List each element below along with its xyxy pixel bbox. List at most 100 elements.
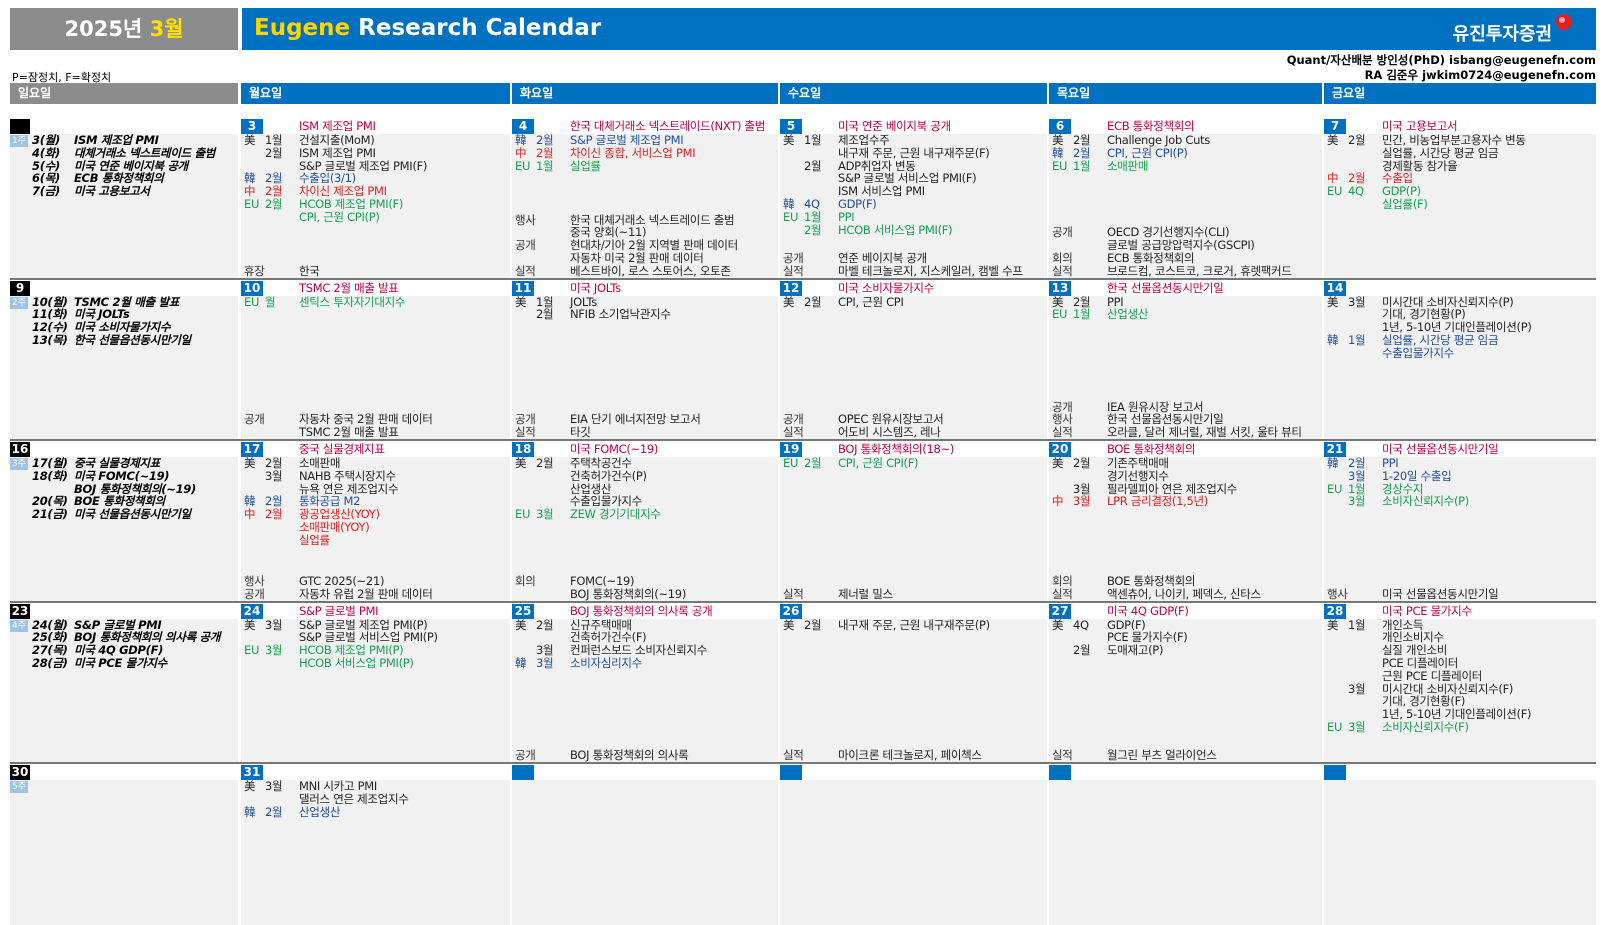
period: 3월	[1073, 481, 1091, 496]
indicator: 소매판매	[299, 456, 341, 470]
cell-bg	[241, 134, 510, 279]
period: 3월	[265, 643, 283, 658]
event: 연준 베이지북 공개	[838, 250, 927, 265]
period: 1월	[536, 158, 554, 173]
period: 2월	[1073, 133, 1091, 147]
sunday-event: 미국 JOLTs	[74, 307, 130, 322]
indicator: 1-20일 수출입	[1382, 468, 1452, 483]
cell-bg	[780, 780, 1047, 925]
event-kind: 실적	[783, 748, 804, 763]
day-number	[1324, 765, 1346, 780]
country: 中	[1327, 171, 1339, 186]
sunday-date: 27(목)	[32, 643, 68, 658]
event: BOJ 통화정책회의(~19)	[570, 586, 687, 601]
country: 美	[1327, 617, 1339, 632]
day-title: 미국 FOMC(~19)	[570, 442, 659, 456]
indicator: 주택착공건수	[570, 456, 632, 470]
indicator: PPI	[838, 209, 855, 224]
indicator: CPI, 근원 CPI(P)	[1107, 145, 1188, 160]
sunday-date: 3(월)	[32, 133, 60, 147]
day-number: 21	[1324, 442, 1346, 457]
indicator: 실업률, 시간당 평균 임금	[1382, 332, 1499, 347]
sunday-event: S&P 글로벌 PMI	[74, 617, 162, 632]
day-title: 중국 실물경제지표	[299, 442, 385, 456]
indicator: 실업률, 시간당 평균 임금	[1382, 145, 1499, 160]
cell-bg	[780, 295, 1047, 440]
indicator: 소매판매(YOY)	[299, 520, 370, 534]
day-number: 25	[512, 603, 534, 619]
weekday-header: 수요일	[780, 83, 1047, 104]
sunday-event: ISM 제조업 PMI	[74, 133, 159, 147]
period: 3월	[1348, 681, 1366, 696]
day-number	[10, 119, 30, 134]
indicator: 개인소득	[1382, 617, 1424, 632]
event: 한국	[299, 263, 320, 278]
period: 2월	[804, 222, 822, 237]
event-kind: 실적	[783, 263, 804, 278]
event-kind: 공개	[244, 412, 265, 427]
day-number: 27	[1049, 603, 1071, 619]
period: 2월	[536, 456, 554, 470]
event-kind: 실적	[515, 263, 536, 278]
event-kind: 회의	[1052, 573, 1073, 588]
week-label: 5주	[10, 781, 28, 793]
event: FOMC(~19)	[570, 573, 635, 588]
day-number: 10	[241, 280, 263, 296]
indicator: ISM 제조업 PMI	[299, 145, 376, 160]
cell-bg	[241, 780, 510, 925]
period: 3월	[1348, 494, 1366, 509]
week-label: 4주	[10, 619, 28, 632]
country: 美	[515, 617, 527, 632]
country: EU	[783, 209, 799, 224]
indicator: 필라델피아 연은 제조업지수	[1107, 481, 1238, 496]
day-number: 18	[512, 442, 534, 457]
sunday-event: BOJ 통화정책회의 의사록 공개	[74, 630, 221, 645]
weekday-header: 목요일	[1049, 83, 1322, 104]
indicator: Challenge Job Cuts	[1107, 133, 1210, 147]
cell-bg	[1049, 780, 1322, 925]
period: 1월	[804, 133, 822, 147]
event: EIA 단기 에너지전망 보고서	[570, 412, 701, 427]
day-number: 31	[241, 765, 263, 780]
period: 2월	[536, 617, 554, 632]
country: 中	[244, 507, 256, 522]
day-number: 13	[1049, 280, 1071, 296]
event-kind: 회의	[1052, 250, 1073, 265]
period: 2월	[265, 456, 283, 470]
day-number: 26	[780, 603, 802, 619]
event: 한국 선물옵션동시만기일	[1107, 412, 1224, 427]
cell-bg	[10, 134, 238, 279]
indicator: S&P 글로벌 제조업 PMI(P)	[299, 617, 428, 632]
event: BOJ 통화정책회의 의사록	[570, 748, 689, 763]
country: 韓	[244, 494, 256, 509]
cell-bg	[10, 780, 238, 925]
indicator: GDP(P)	[1382, 184, 1421, 199]
day-title: ISM 제조업 PMI	[299, 119, 376, 133]
country: EU	[244, 294, 260, 309]
event: 미국 선물옵션동시만기일	[1382, 586, 1499, 601]
event-kind: 실적	[1052, 425, 1073, 440]
sunday-event: 미국 FOMC(~19)	[74, 468, 170, 483]
indicator: 실업률	[570, 158, 601, 173]
indicator: 개인소비지수	[1382, 630, 1444, 645]
company: 유진투자증권	[1452, 24, 1552, 45]
country: 美	[1052, 294, 1064, 309]
sunday-date: 6(목)	[32, 171, 60, 186]
event: 현대차/기아 2월 지역별 판매 데이터	[570, 238, 738, 253]
weekday-header: 월요일	[241, 83, 510, 104]
sunday-event: 중국 실물경제지표	[74, 456, 160, 470]
indicator: 컨퍼런스보드 소비자신뢰지수	[570, 643, 707, 658]
indicator: JOLTs	[570, 294, 597, 309]
country: EU	[1327, 719, 1343, 734]
event-kind: 실적	[1052, 748, 1073, 763]
indicator: PPI	[1382, 456, 1399, 470]
cell-bg	[1049, 295, 1322, 440]
sunday-date: 18(화)	[32, 468, 68, 483]
day-title: 미국 JOLTs	[570, 280, 621, 295]
period: 3월	[1348, 719, 1366, 734]
country: 中	[244, 184, 256, 199]
period: 3월	[1348, 468, 1366, 483]
event-kind: 실적	[783, 425, 804, 440]
indicator: PPI	[1107, 294, 1124, 309]
sunday-date: 12(수)	[32, 320, 68, 335]
